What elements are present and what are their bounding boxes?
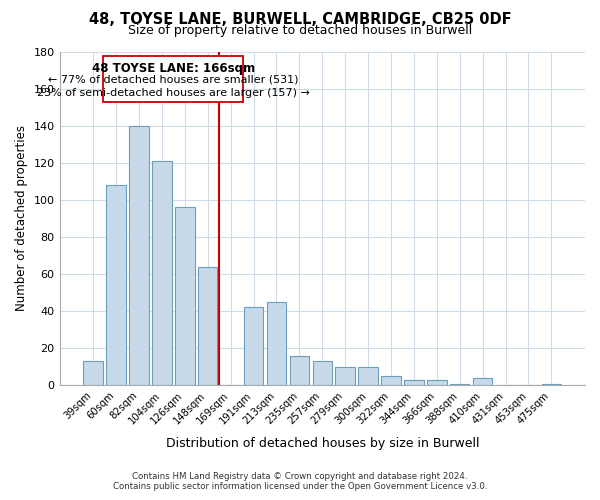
Text: Size of property relative to detached houses in Burwell: Size of property relative to detached ho… xyxy=(128,24,472,37)
Text: 48, TOYSE LANE, BURWELL, CAMBRIDGE, CB25 0DF: 48, TOYSE LANE, BURWELL, CAMBRIDGE, CB25… xyxy=(89,12,511,28)
Bar xyxy=(427,380,446,386)
X-axis label: Distribution of detached houses by size in Burwell: Distribution of detached houses by size … xyxy=(166,437,479,450)
Bar xyxy=(542,384,561,386)
Bar xyxy=(450,384,469,386)
Bar xyxy=(198,266,217,386)
Bar xyxy=(313,362,332,386)
Bar xyxy=(381,376,401,386)
Bar xyxy=(152,161,172,386)
Bar xyxy=(473,378,493,386)
Bar xyxy=(175,208,194,386)
Text: 23% of semi-detached houses are larger (157) →: 23% of semi-detached houses are larger (… xyxy=(37,88,310,98)
FancyBboxPatch shape xyxy=(103,56,243,102)
Bar xyxy=(106,185,126,386)
Bar xyxy=(267,302,286,386)
Bar xyxy=(404,380,424,386)
Text: Contains HM Land Registry data © Crown copyright and database right 2024.
Contai: Contains HM Land Registry data © Crown c… xyxy=(113,472,487,491)
Bar xyxy=(358,367,378,386)
Bar xyxy=(290,356,309,386)
Bar xyxy=(129,126,149,386)
Bar xyxy=(335,367,355,386)
Y-axis label: Number of detached properties: Number of detached properties xyxy=(15,126,28,312)
Text: ← 77% of detached houses are smaller (531): ← 77% of detached houses are smaller (53… xyxy=(48,74,299,85)
Bar xyxy=(244,308,263,386)
Text: 48 TOYSE LANE: 166sqm: 48 TOYSE LANE: 166sqm xyxy=(92,62,255,74)
Bar xyxy=(83,362,103,386)
